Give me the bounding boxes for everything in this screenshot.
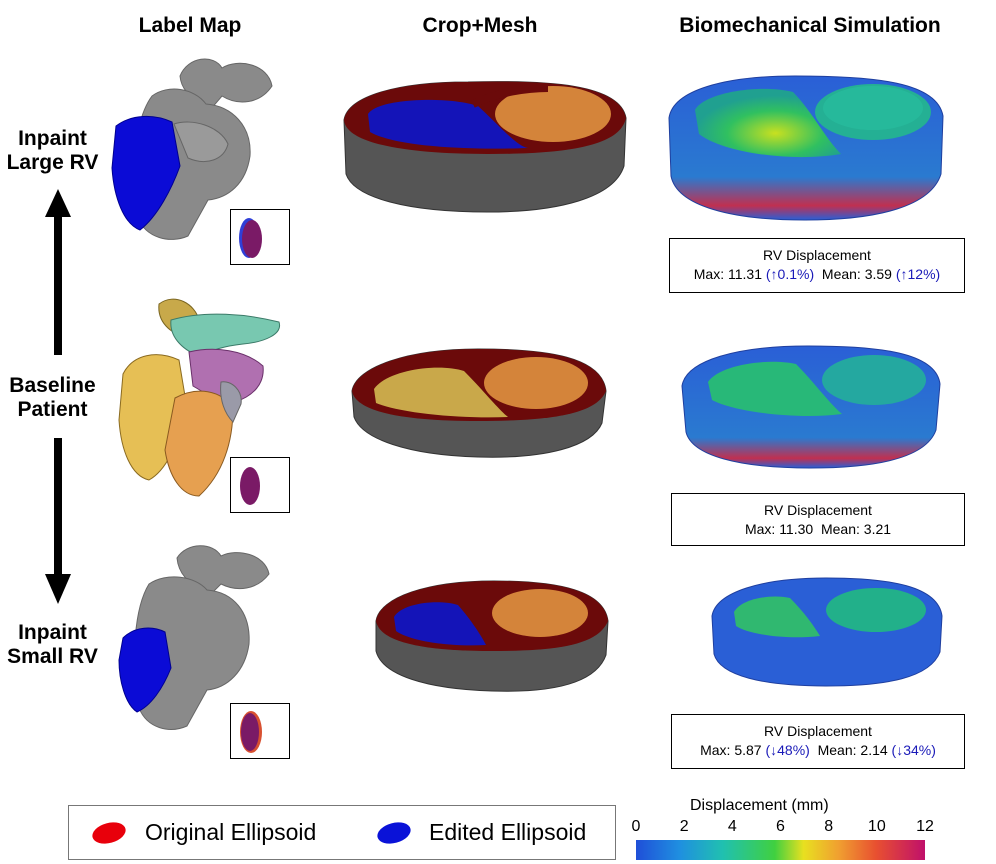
colorbar-tick-label: 10 [867, 818, 886, 835]
row-label-small-line1: Inpaint [18, 621, 87, 644]
stat-box-baseline: RV Displacement Max: 11.30 Mean: 3.21 [671, 493, 965, 546]
legend-edited-label: Edited Ellipsoid [429, 819, 587, 845]
inset-ellipsoid-small [230, 703, 290, 759]
mean-label-large: Mean: [821, 266, 861, 282]
mean-value-baseline: 3.21 [863, 521, 892, 537]
colorbar-tick-label: 8 [824, 818, 834, 835]
sim-small-rv [711, 577, 943, 687]
col-title-label-map: Label Map [138, 14, 242, 37]
row-label-baseline-patient: Baseline Patient [0, 374, 105, 422]
label-map-small-rv [118, 545, 270, 730]
max-value-small: 5.87 [734, 742, 762, 758]
stat-title-baseline: RV Displacement [764, 502, 872, 518]
mean-change-large: (↑12%) [895, 266, 941, 282]
stat-line-small: Max: 5.87 (↓48%) Mean: 2.14 (↓34%) [672, 741, 964, 760]
mean-change-small: (↓34%) [891, 742, 936, 758]
max-label-baseline: Max: [744, 521, 776, 537]
colorbar-tick-label: 12 [916, 818, 934, 835]
stat-title-large: RV Displacement [763, 247, 871, 263]
col-title-biomechanical-simulation: Biomechanical Simulation [679, 14, 941, 37]
max-change-large: (↑0.1%) [765, 266, 815, 282]
original-ellipsoid-icon [92, 822, 126, 844]
label-map-large-rv [111, 58, 273, 240]
legend-original-label: Original Ellipsoid [145, 819, 317, 845]
row-label-baseline-line1: Baseline [9, 374, 96, 397]
sim-baseline [681, 345, 941, 469]
colorbar-title: Displacement (mm) [690, 797, 829, 814]
ellipsoid-small-icon [240, 711, 262, 753]
col-title-crop-mesh: Crop+Mesh [422, 14, 538, 37]
colorbar-tick-label: 4 [727, 818, 737, 835]
ellipsoid-baseline-icon [240, 467, 260, 505]
stat-line-baseline: Max: 11.30 Mean: 3.21 [672, 520, 964, 539]
inset-ellipsoid-large [230, 209, 290, 265]
mesh-baseline [351, 348, 607, 458]
stat-box-small-rv: RV Displacement Max: 5.87 (↓48%) Mean: 2… [671, 714, 965, 769]
max-value-large: 11.31 [728, 266, 762, 282]
mesh-large-rv [343, 81, 627, 213]
mean-value-small: 2.14 [860, 742, 888, 758]
mean-label-small: Mean: [817, 742, 857, 758]
row-label-inpaint-large-rv: Inpaint Large RV [0, 127, 105, 175]
max-change-small: (↓48%) [765, 742, 810, 758]
mesh-small-rv [375, 580, 609, 692]
stat-box-large-rv: RV Displacement Max: 11.31 (↑0.1%) Mean:… [669, 238, 965, 293]
row-label-baseline-line2: Patient [17, 398, 88, 421]
colorbar-gradient [636, 840, 925, 860]
arrow-down-icon [45, 438, 71, 604]
inset-ellipsoid-baseline [230, 457, 290, 513]
row-label-large-line1: Inpaint [18, 127, 87, 150]
stat-title-small: RV Displacement [764, 723, 872, 739]
row-label-large-line2: Large RV [6, 151, 99, 174]
colorbar-tick-label: 6 [776, 818, 785, 835]
colorbar-ticks: 0 2 4 6 8 10 12 [624, 818, 944, 838]
max-label-large: Max: [693, 266, 725, 282]
colorbar-tick-label: 0 [631, 818, 641, 835]
mean-value-large: 3.59 [864, 266, 892, 282]
mean-label-baseline: Mean: [820, 521, 860, 537]
row-label-small-line2: Small RV [7, 645, 98, 668]
label-map-baseline [118, 298, 281, 497]
row-label-inpaint-small-rv: Inpaint Small RV [0, 621, 105, 669]
ellipsoid-large-icon [239, 218, 262, 258]
ellipsoid-legend: Original Ellipsoid Edited Ellipsoid [68, 805, 616, 860]
stat-line-large: Max: 11.31 (↑0.1%) Mean: 3.59 (↑12%) [670, 265, 964, 284]
sim-large-rv [668, 75, 944, 221]
colorbar-tick-label: 2 [679, 818, 689, 835]
edited-ellipsoid-icon [377, 822, 411, 844]
max-value-baseline: 11.30 [779, 521, 814, 537]
arrow-up-icon [45, 189, 71, 355]
max-label-small: Max: [700, 742, 731, 758]
